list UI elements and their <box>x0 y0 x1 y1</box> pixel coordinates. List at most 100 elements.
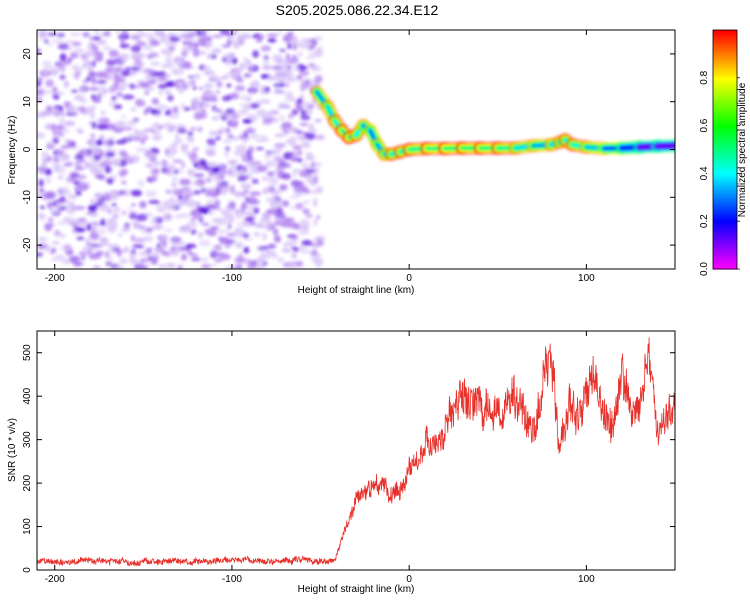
noise-speckle <box>294 129 302 135</box>
colorbar-cell <box>713 241 737 244</box>
noise-speckle <box>67 194 78 200</box>
noise-speckle <box>203 82 212 89</box>
colorbar-cell <box>713 239 737 242</box>
colorbar-cell <box>713 189 737 192</box>
colorbar-cell <box>713 257 737 260</box>
noise-speckle <box>199 239 211 247</box>
noise-speckle <box>45 191 56 195</box>
noise-speckle <box>305 223 310 228</box>
noise-speckle <box>292 43 297 51</box>
noise-speckle <box>252 50 259 58</box>
noise-speckle <box>224 184 232 190</box>
colorbar-cell <box>713 101 737 105</box>
noise-speckle <box>210 191 219 198</box>
noise-speckle <box>37 167 47 171</box>
noise-speckle <box>48 217 54 222</box>
noise-speckle <box>221 44 231 48</box>
noise-speckle <box>129 213 137 220</box>
noise-speckle <box>40 205 45 210</box>
noise-speckle <box>163 213 173 221</box>
noise-speckle <box>149 155 157 163</box>
noise-speckle <box>287 113 294 119</box>
noise-speckle <box>316 215 321 220</box>
y-tick-label: -10 <box>22 190 33 205</box>
noise-speckle <box>301 240 313 246</box>
noise-speckle <box>227 118 236 123</box>
noise-speckle <box>180 103 186 109</box>
noise-speckle <box>252 178 258 184</box>
colorbar-tick-label: 0.8 <box>699 70 710 84</box>
noise-speckle <box>79 220 88 227</box>
noise-speckle <box>132 136 144 142</box>
noise-speckle <box>63 139 71 143</box>
noise-speckle <box>219 126 226 131</box>
noise-speckle <box>172 81 180 87</box>
colorbar-tick-label: 0.2 <box>699 214 710 228</box>
noise-speckle <box>46 141 54 146</box>
x-tick-label: -100 <box>222 273 242 284</box>
noise-speckle <box>189 79 196 86</box>
noise-speckle <box>211 115 220 121</box>
noise-speckle <box>166 61 174 69</box>
noise-speckle <box>104 156 109 162</box>
noise-speckle <box>300 45 311 49</box>
noise-speckle <box>313 219 318 226</box>
noise-speckle <box>116 91 123 98</box>
noise-speckle <box>239 94 251 101</box>
noise-speckle <box>105 151 116 158</box>
noise-speckle <box>55 91 65 96</box>
noise-speckle <box>198 126 203 133</box>
colorbar-cell <box>713 225 737 228</box>
noise-speckle <box>59 68 67 72</box>
noise-speckle <box>173 189 185 196</box>
noise-speckle <box>120 44 128 48</box>
noise-speckle <box>38 30 48 38</box>
noise-speckle <box>52 38 64 44</box>
noise-speckle <box>120 36 125 44</box>
noise-speckle <box>184 61 192 69</box>
noise-speckle <box>274 220 284 226</box>
noise-speckle <box>219 30 230 36</box>
snr-panel: -200 -100 0 100 0 100 200 300 400 500 Height of … <box>7 330 676 595</box>
x-tick-label: 100 <box>578 574 595 585</box>
noise-speckle <box>85 50 91 57</box>
noise-speckle <box>193 73 201 80</box>
noise-speckle <box>45 105 53 112</box>
noise-speckle <box>146 106 153 112</box>
noise-speckle <box>266 33 279 38</box>
noise-speckle <box>272 54 284 63</box>
noise-speckle <box>282 58 288 62</box>
noise-speckle <box>215 183 221 192</box>
colorbar-cell <box>713 67 737 71</box>
colorbar-cell <box>713 259 737 262</box>
noise-speckle <box>70 89 79 93</box>
colorbar-cell <box>713 97 737 101</box>
noise-speckle <box>158 88 163 96</box>
colorbar-cell <box>713 227 737 230</box>
noise-speckle <box>142 258 152 262</box>
colorbar-cell <box>713 169 737 173</box>
noise-speckle <box>286 240 294 247</box>
noise-speckle <box>59 53 67 62</box>
noise-speckle <box>309 251 319 255</box>
colorbar-cell <box>713 47 737 51</box>
noise-speckle <box>68 106 80 114</box>
noise-speckle <box>172 176 178 183</box>
noise-speckle <box>60 246 72 251</box>
noise-speckle <box>113 266 125 269</box>
colorbar-cell <box>713 255 737 258</box>
noise-speckle <box>219 76 229 80</box>
noise-speckle <box>82 63 87 68</box>
noise-speckle <box>224 266 232 269</box>
noise-speckle <box>262 175 267 182</box>
noise-speckle <box>160 251 170 255</box>
noise-speckle <box>149 253 158 258</box>
noise-speckle <box>58 117 65 124</box>
noise-speckle <box>90 213 98 218</box>
noise-speckle <box>225 146 230 152</box>
noise-speckle <box>90 133 96 140</box>
noise-speckle <box>159 240 165 244</box>
noise-speckle <box>53 229 61 237</box>
colorbar-cell <box>713 129 737 133</box>
colorbar-cell <box>713 249 737 252</box>
